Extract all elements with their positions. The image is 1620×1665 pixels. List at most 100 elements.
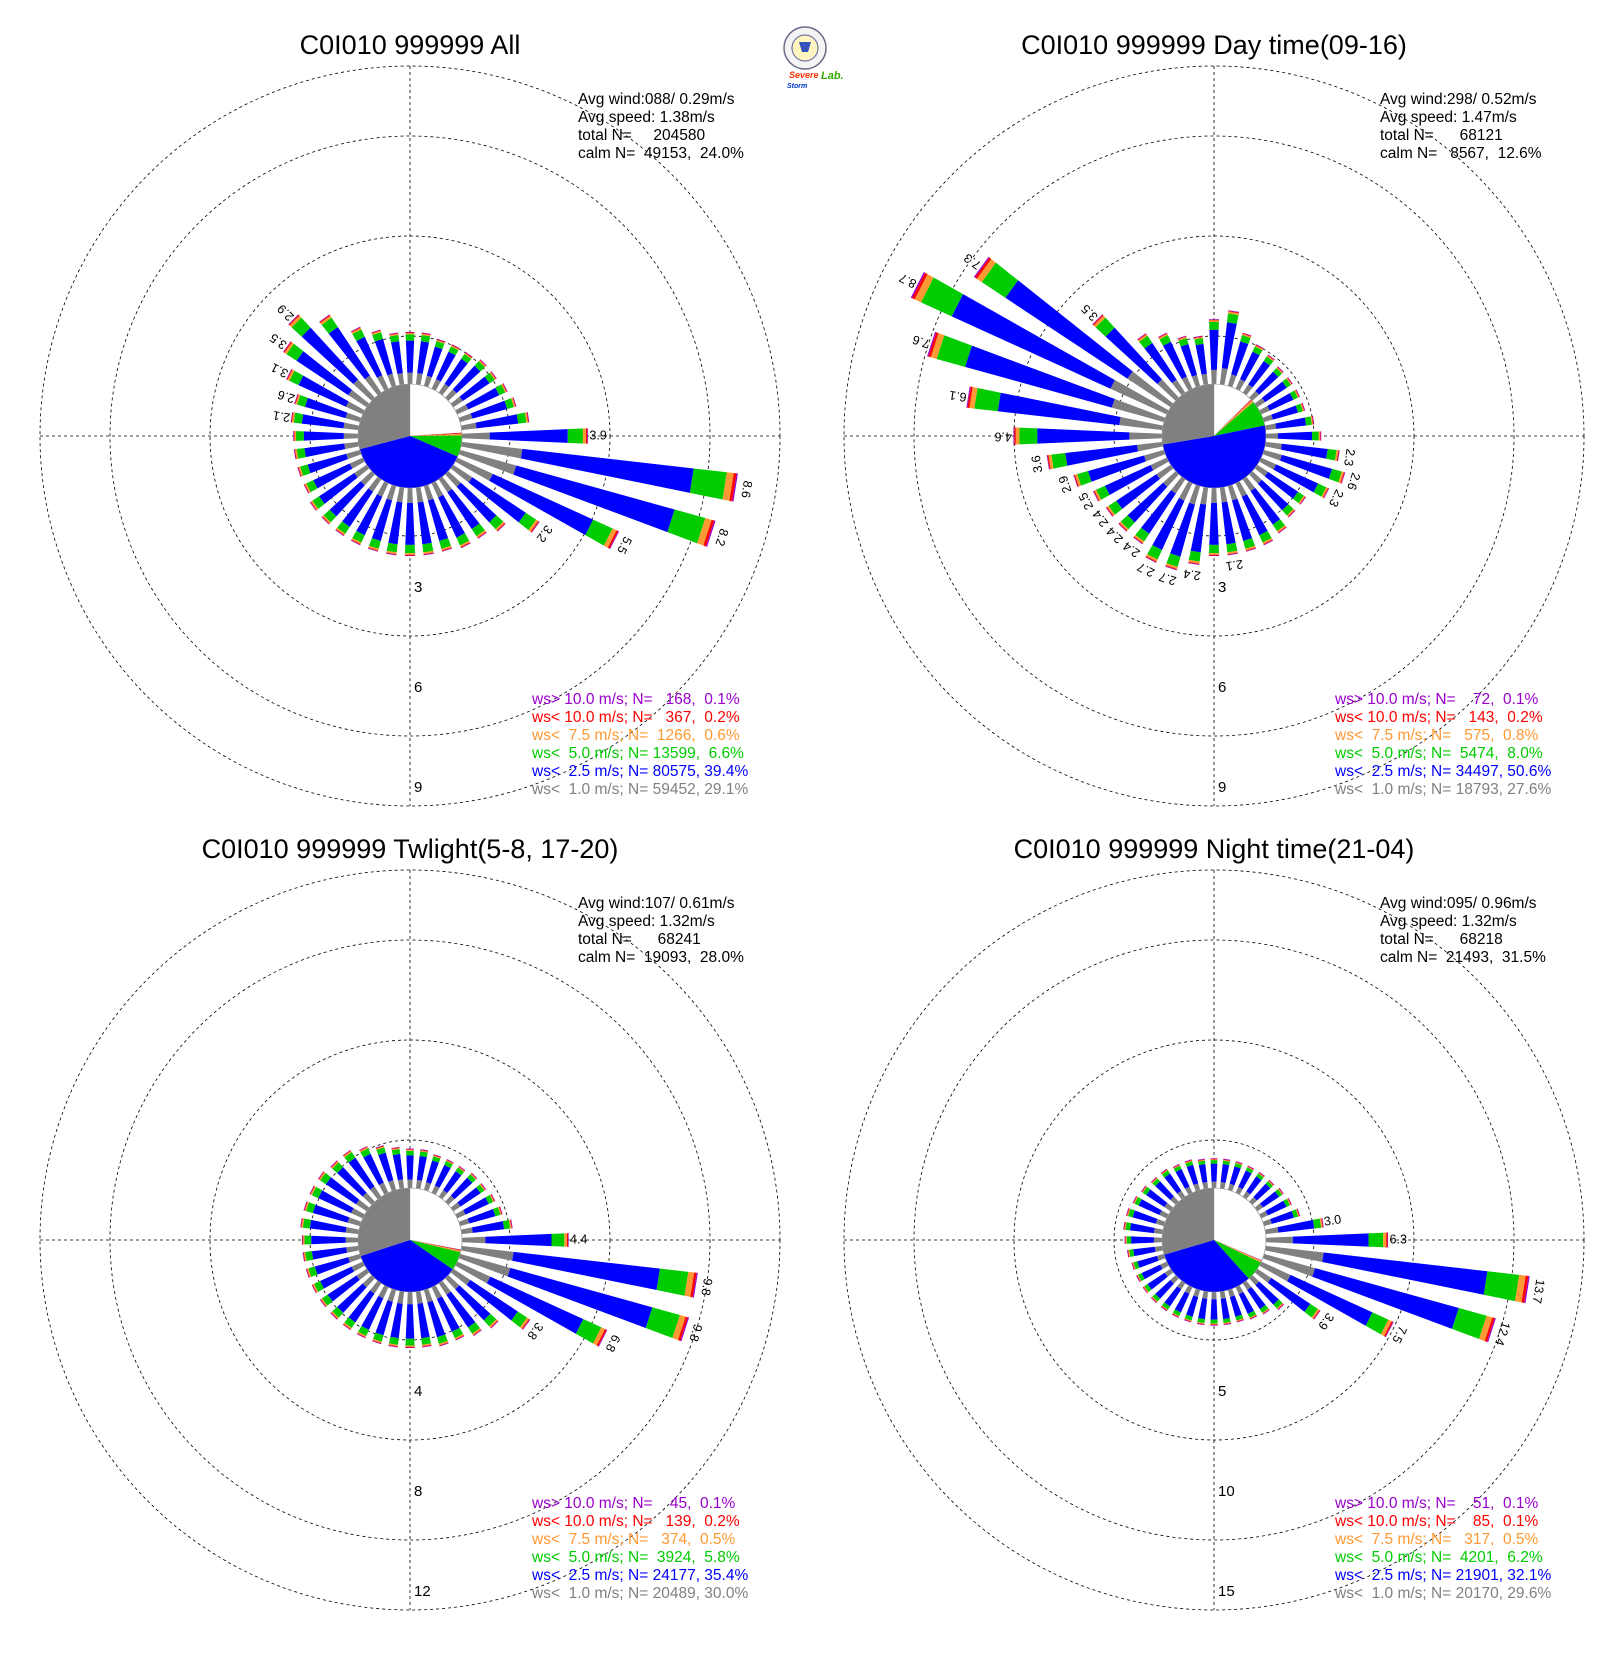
bar-segment [460, 441, 523, 459]
bar-segment [467, 1208, 496, 1224]
bar-value-label: 2.3 [1326, 487, 1346, 509]
bar-segment [289, 370, 304, 386]
legend-entry: ws< 2.5 m/s; N= 21901, 32.1% [1334, 1567, 1551, 1584]
bar-segment [1126, 1208, 1130, 1216]
windrose-panel-1: 3693.98.68.25.53.22.12.63.13.52.9C0I010 … [39, 30, 781, 807]
bar-segment [1264, 471, 1299, 499]
bar-segment [300, 1218, 303, 1228]
bar-segment [1272, 519, 1285, 532]
bar-segment [309, 1219, 347, 1233]
bar-segment [1159, 335, 1171, 346]
bar-segment [415, 1290, 423, 1304]
bar-segment [672, 1314, 686, 1341]
bar-segment [1278, 1188, 1283, 1195]
bar-segment [502, 383, 508, 392]
bar-segment [484, 372, 495, 384]
bar-segment [1194, 336, 1203, 339]
bar-segment [1258, 1172, 1265, 1177]
bar-segment [1166, 553, 1181, 567]
legend-entry: ws< 7.5 m/s; N= 374, 0.5% [531, 1531, 736, 1548]
bar-segment [1211, 487, 1217, 503]
bar-segment [1210, 1325, 1218, 1326]
bar-segment [1123, 1221, 1125, 1230]
bar-segment [1005, 280, 1133, 379]
bar-segment [415, 486, 424, 503]
bar-segment [1321, 1218, 1324, 1228]
bar-segment [1247, 1165, 1255, 1170]
bar-segment [1177, 1190, 1186, 1200]
bar-segment [1137, 1255, 1159, 1268]
bar-segment [370, 1186, 382, 1200]
bar-segment [1279, 1187, 1284, 1195]
bar-segment [1151, 1296, 1158, 1303]
bar-segment [345, 1227, 360, 1235]
bar-segment [294, 449, 297, 460]
bar-segment [362, 1192, 375, 1205]
bar-value-label: 2.7 [1135, 559, 1157, 579]
bar-segment [1277, 1219, 1315, 1233]
bar-segment [359, 1145, 368, 1151]
bar-segment [283, 341, 292, 353]
bar-segment [360, 1148, 371, 1158]
bar-segment [575, 1319, 602, 1344]
bar-segment [1157, 379, 1179, 401]
bar-segment [346, 1245, 360, 1253]
bar-segment [1259, 1304, 1269, 1313]
bar-segment [1259, 530, 1272, 543]
bar-segment [431, 378, 441, 391]
bar-segment [703, 519, 715, 547]
bar-segment [1165, 565, 1178, 570]
bar-segment [1245, 545, 1256, 551]
bar-segment [1197, 1159, 1205, 1161]
bar-segment [421, 333, 431, 337]
bar-segment [1141, 1264, 1163, 1280]
bar-segment [404, 553, 416, 555]
bar-segment [1236, 1319, 1244, 1323]
bar-segment [1092, 314, 1103, 325]
bar-segment [1184, 1159, 1192, 1163]
calm-pie-slice-lt10 [358, 1188, 410, 1257]
bar-segment [921, 277, 964, 317]
bar-segment [1156, 1253, 1166, 1261]
calm-pie-slice-lt25 [1162, 425, 1266, 488]
bar-segment [1242, 1191, 1251, 1200]
bar-segment [1093, 490, 1100, 502]
bar-segment [1173, 1164, 1180, 1169]
bar-segment [450, 345, 460, 351]
bar-segment [375, 1146, 385, 1150]
bar-segment [965, 345, 1115, 408]
bar-segment [327, 1275, 360, 1302]
bar-segment [309, 1185, 315, 1195]
bar-segment [1277, 525, 1286, 533]
bar-segment [303, 484, 309, 494]
bar-segment [1252, 346, 1263, 356]
bar-segment [461, 353, 472, 364]
bar-segment [322, 515, 331, 524]
bar-segment [1277, 1303, 1284, 1310]
bar-segment [304, 397, 348, 419]
calm-pie-slice-lt25 [359, 436, 458, 489]
bar-segment [421, 1336, 431, 1345]
bar-segment [407, 487, 413, 503]
bar-segment [1137, 1274, 1142, 1282]
legend-entry: ws< 1.0 m/s; N= 18793, 27.6% [1334, 781, 1551, 798]
bar-segment [1151, 1177, 1157, 1183]
bar-segment [352, 329, 365, 342]
bar-segment [286, 369, 293, 381]
bar-segment [321, 317, 338, 334]
bar-segment [1141, 1186, 1148, 1193]
bar-segment [357, 1331, 367, 1338]
bar-segment [609, 531, 620, 550]
bar-segment [423, 1288, 433, 1303]
bar-segment [1193, 1288, 1201, 1298]
calm-pie-slice-lt25 [360, 1240, 453, 1292]
bar-segment [697, 518, 712, 546]
bar-segment [1277, 526, 1287, 533]
bar-segment [445, 389, 457, 401]
bar-segment [312, 496, 325, 509]
bar-segment [343, 433, 359, 439]
bar-segment [1223, 1159, 1231, 1162]
bar-segment [404, 544, 416, 554]
bar-segment [1211, 1291, 1217, 1300]
bar-segment [307, 453, 348, 474]
